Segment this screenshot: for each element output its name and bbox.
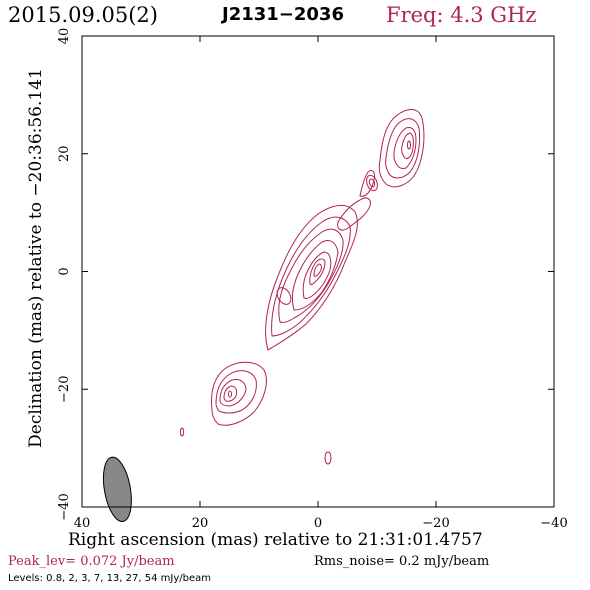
x-tick-label: 40 (74, 516, 91, 531)
contour-levels: Levels: 0.8, 2, 3, 7, 13, 27, 54 mJy/bea… (8, 573, 211, 584)
contour-jet-1 (337, 197, 371, 231)
x-tick-label: −40 (540, 516, 567, 531)
contour-knot-left (276, 287, 292, 305)
x-tick-label: 0 (314, 516, 322, 531)
contour-sw-2 (215, 370, 257, 414)
contour-sw-4 (223, 385, 238, 402)
contour-core-4 (291, 239, 339, 311)
frequency-label: Freq: 4.3 GHz (386, 3, 537, 27)
plot-frame (81, 35, 555, 508)
x-tick-label: −20 (422, 516, 449, 531)
contour-core-1 (265, 205, 358, 351)
contour-blob-1 (180, 427, 184, 437)
contour-sw-3 (219, 379, 247, 407)
x-tick-label: 20 (192, 516, 209, 531)
contour-core-5 (302, 251, 332, 299)
contour-ne-2 (385, 118, 421, 179)
contour-group (180, 109, 425, 465)
y-tick-label: 0 (57, 267, 72, 275)
observation-date: 2015.09.05(2) (8, 3, 158, 27)
contour-ne-4 (401, 132, 414, 159)
contour-ne-3 (393, 127, 417, 169)
contour-core-6 (309, 258, 326, 285)
contour-blob-2 (324, 451, 332, 465)
contour-knot-mid-inner (368, 178, 376, 188)
y-tick-label: 20 (57, 145, 72, 162)
contour-core-7 (313, 263, 322, 277)
beam-ellipse (102, 456, 132, 522)
contour-core-3 (278, 228, 344, 323)
source-name: J2131−2036 (222, 4, 344, 25)
contour-sw-peak (228, 390, 232, 398)
rms-noise: Rms_noise= 0.2 mJy/beam (314, 554, 490, 569)
contour-ne-1 (378, 109, 425, 188)
y-tick-label: 40 (57, 28, 72, 45)
contour-sw-1 (211, 361, 267, 426)
contour-ne-peak (407, 140, 411, 150)
contour-knot-mid (366, 174, 378, 192)
contour-jet-2 (359, 169, 375, 197)
peak-level: Peak_lev= 0.072 Jy/beam (8, 554, 175, 569)
y-axis-label: Declination (mas) relative to −20:36:56.… (26, 68, 46, 448)
y-tick-label: −40 (57, 493, 72, 520)
y-tick-label: −20 (57, 376, 72, 403)
x-axis-label: Right ascension (mas) relative to 21:31:… (68, 530, 483, 550)
